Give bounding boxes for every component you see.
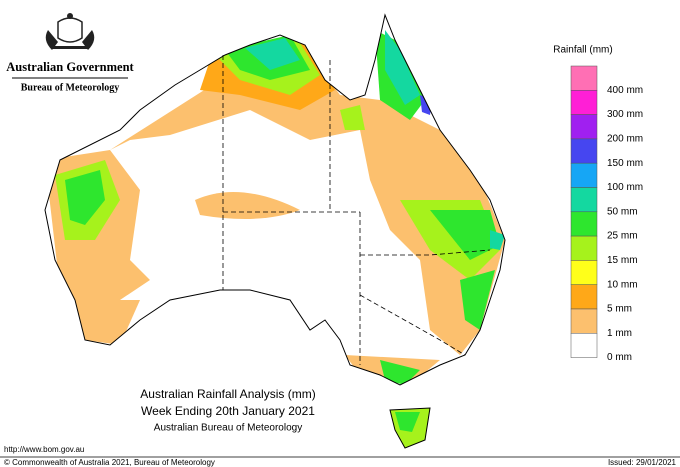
legend-swatch [570, 90, 598, 115]
legend-swatch [570, 211, 598, 237]
footer-url: http://www.bom.gov.au [4, 445, 84, 454]
legend-label: 25 mm [607, 231, 638, 242]
legend-swatch [570, 114, 598, 140]
legend-label: 0 mm [607, 352, 632, 363]
legend-swatch [570, 65, 598, 91]
legend-label: 10 mm [607, 279, 638, 290]
legend-label: 15 mm [607, 255, 638, 266]
legend-label: 400 mm [607, 85, 643, 96]
legend-label: 100 mm [607, 182, 643, 193]
legend-swatch [570, 333, 598, 358]
legend-swatch [570, 235, 598, 261]
header-bureau: Bureau of Meteorology [21, 82, 120, 93]
legend-swatch [570, 308, 598, 334]
map-title: Australian Rainfall Analysis (mm) [140, 387, 315, 401]
footer-copyright: © Commonwealth of Australia 2021, Bureau… [4, 458, 215, 467]
legend-label: 50 mm [607, 206, 638, 217]
legend-label: 1 mm [607, 328, 632, 339]
legend-swatch [570, 138, 598, 164]
legend-label: 150 mm [607, 158, 643, 169]
legend-label: 300 mm [607, 109, 643, 120]
legend: 400 mm 300 mm 200 mm 150 mm 100 mm 50 mm 25 mm… [570, 65, 643, 363]
state-borders [222, 55, 491, 365]
legend-swatch [570, 162, 598, 188]
legend-swatch [570, 260, 598, 285]
legend-title: Rainfall (mm) [553, 45, 612, 56]
legend-swatch [570, 284, 598, 310]
legend-label: 200 mm [607, 134, 643, 145]
header-government: Australian Government [6, 60, 134, 74]
legend-swatch [570, 187, 598, 213]
legend-label: 5 mm [607, 304, 632, 315]
tasmania [389, 407, 431, 449]
crest [45, 13, 95, 50]
map-credit: Australian Bureau of Meteorology [154, 423, 302, 434]
footer-issued: Issued: 29/01/2021 [608, 458, 677, 467]
map-subtitle: Week Ending 20th January 2021 [141, 404, 315, 418]
